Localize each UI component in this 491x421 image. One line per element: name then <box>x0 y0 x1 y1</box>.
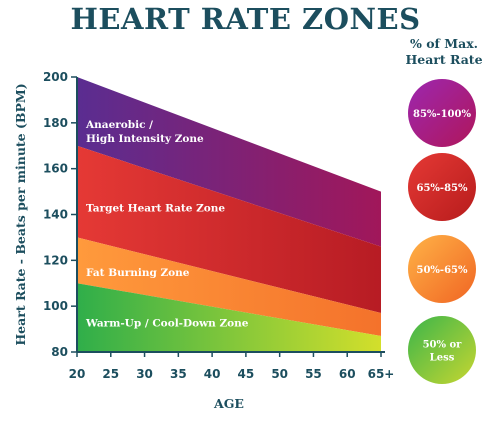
x-tick-label-2: 30 <box>136 367 153 381</box>
legend-label-2-1: 65%-85% <box>417 183 468 194</box>
x-tick-label-3: 35 <box>170 367 187 381</box>
legend-circle-3 <box>408 235 476 303</box>
zone-fat-burning-zone <box>77 237 381 336</box>
x-tick-label-5: 45 <box>238 367 255 381</box>
y-axis-title: Heart Rate - Beats per minute (BPM) <box>13 83 28 345</box>
zone-labels-layer: Anaerobic / High Intensity Zone Target Hea… <box>85 119 249 330</box>
x-tick-label-8: 60 <box>339 367 356 381</box>
zone-label-fat-burning-zone-1: Fat Burning Zone <box>86 267 190 279</box>
chart-title: HEART RATE ZONES <box>70 2 421 36</box>
zone-anaerobic-high-intensity-zone <box>77 77 381 247</box>
y-tick-label-120: 120 <box>43 253 68 267</box>
zone-target-heart-rate-zone <box>77 145 381 314</box>
legend-label-4-1: 50% or <box>423 340 463 351</box>
legend-layer: 85%-100% 65%-85% 50%-65% 50% or Less <box>408 79 476 384</box>
legend-circle-1 <box>408 79 476 147</box>
legend-label-1-1: 85%-100% <box>413 109 471 120</box>
zone-label-anaerobic-high-intensity-zone-1: Anaerobic / <box>85 119 153 131</box>
x-tick-label-7: 55 <box>305 367 322 381</box>
y-tick-label-140: 140 <box>43 208 68 222</box>
legend-heading: % of Max. Heart Rate <box>394 36 491 68</box>
legend-heading-line-2: Heart Rate <box>405 52 483 67</box>
y-tick-label-100: 100 <box>43 299 68 313</box>
legend-label-4-2: Less <box>430 353 455 364</box>
x-tick-label-4: 40 <box>204 367 221 381</box>
x-tick-label-1: 25 <box>102 367 119 381</box>
y-tick-label-200: 200 <box>43 70 68 84</box>
x-axis-title: AGE <box>213 396 244 411</box>
x-tick-label-0: 20 <box>69 367 86 381</box>
zone-warm-up-cool-down-zone <box>77 283 381 352</box>
x-tick-label-9: 65+ <box>368 367 395 381</box>
legend-label-3-1: 50%-65% <box>417 265 468 276</box>
legend-heading-line-1: % of Max. <box>409 36 479 51</box>
axes-layer: 80 100 120 140 160 180 200 20 25 30 35 40 45 50 55 60 65… <box>13 70 394 411</box>
legend-circle-2 <box>408 153 476 221</box>
y-tick-label-80: 80 <box>51 345 68 359</box>
zone-label-warm-up-cool-down-zone-1: Warm-Up / Cool-Down Zone <box>85 317 249 329</box>
zone-label-target-heart-rate-zone-1: Target Heart Rate Zone <box>86 202 225 214</box>
legend-circle-4 <box>408 316 476 384</box>
y-tick-label-180: 180 <box>43 116 68 130</box>
zone-label-anaerobic-high-intensity-zone-2: High Intensity Zone <box>86 133 204 145</box>
zones-layer <box>77 77 381 352</box>
x-tick-label-6: 50 <box>271 367 288 381</box>
y-tick-label-160: 160 <box>43 162 68 176</box>
